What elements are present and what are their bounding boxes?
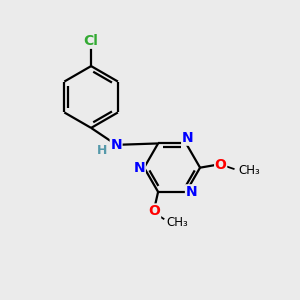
Text: O: O — [148, 204, 160, 218]
Text: N: N — [186, 185, 197, 199]
Text: O: O — [215, 158, 226, 172]
Text: H: H — [97, 144, 107, 158]
Text: N: N — [182, 131, 194, 145]
Text: N: N — [110, 138, 122, 152]
Text: Cl: Cl — [84, 34, 98, 48]
Text: CH₃: CH₃ — [238, 164, 260, 176]
Text: N: N — [134, 161, 145, 175]
Text: CH₃: CH₃ — [166, 216, 188, 229]
